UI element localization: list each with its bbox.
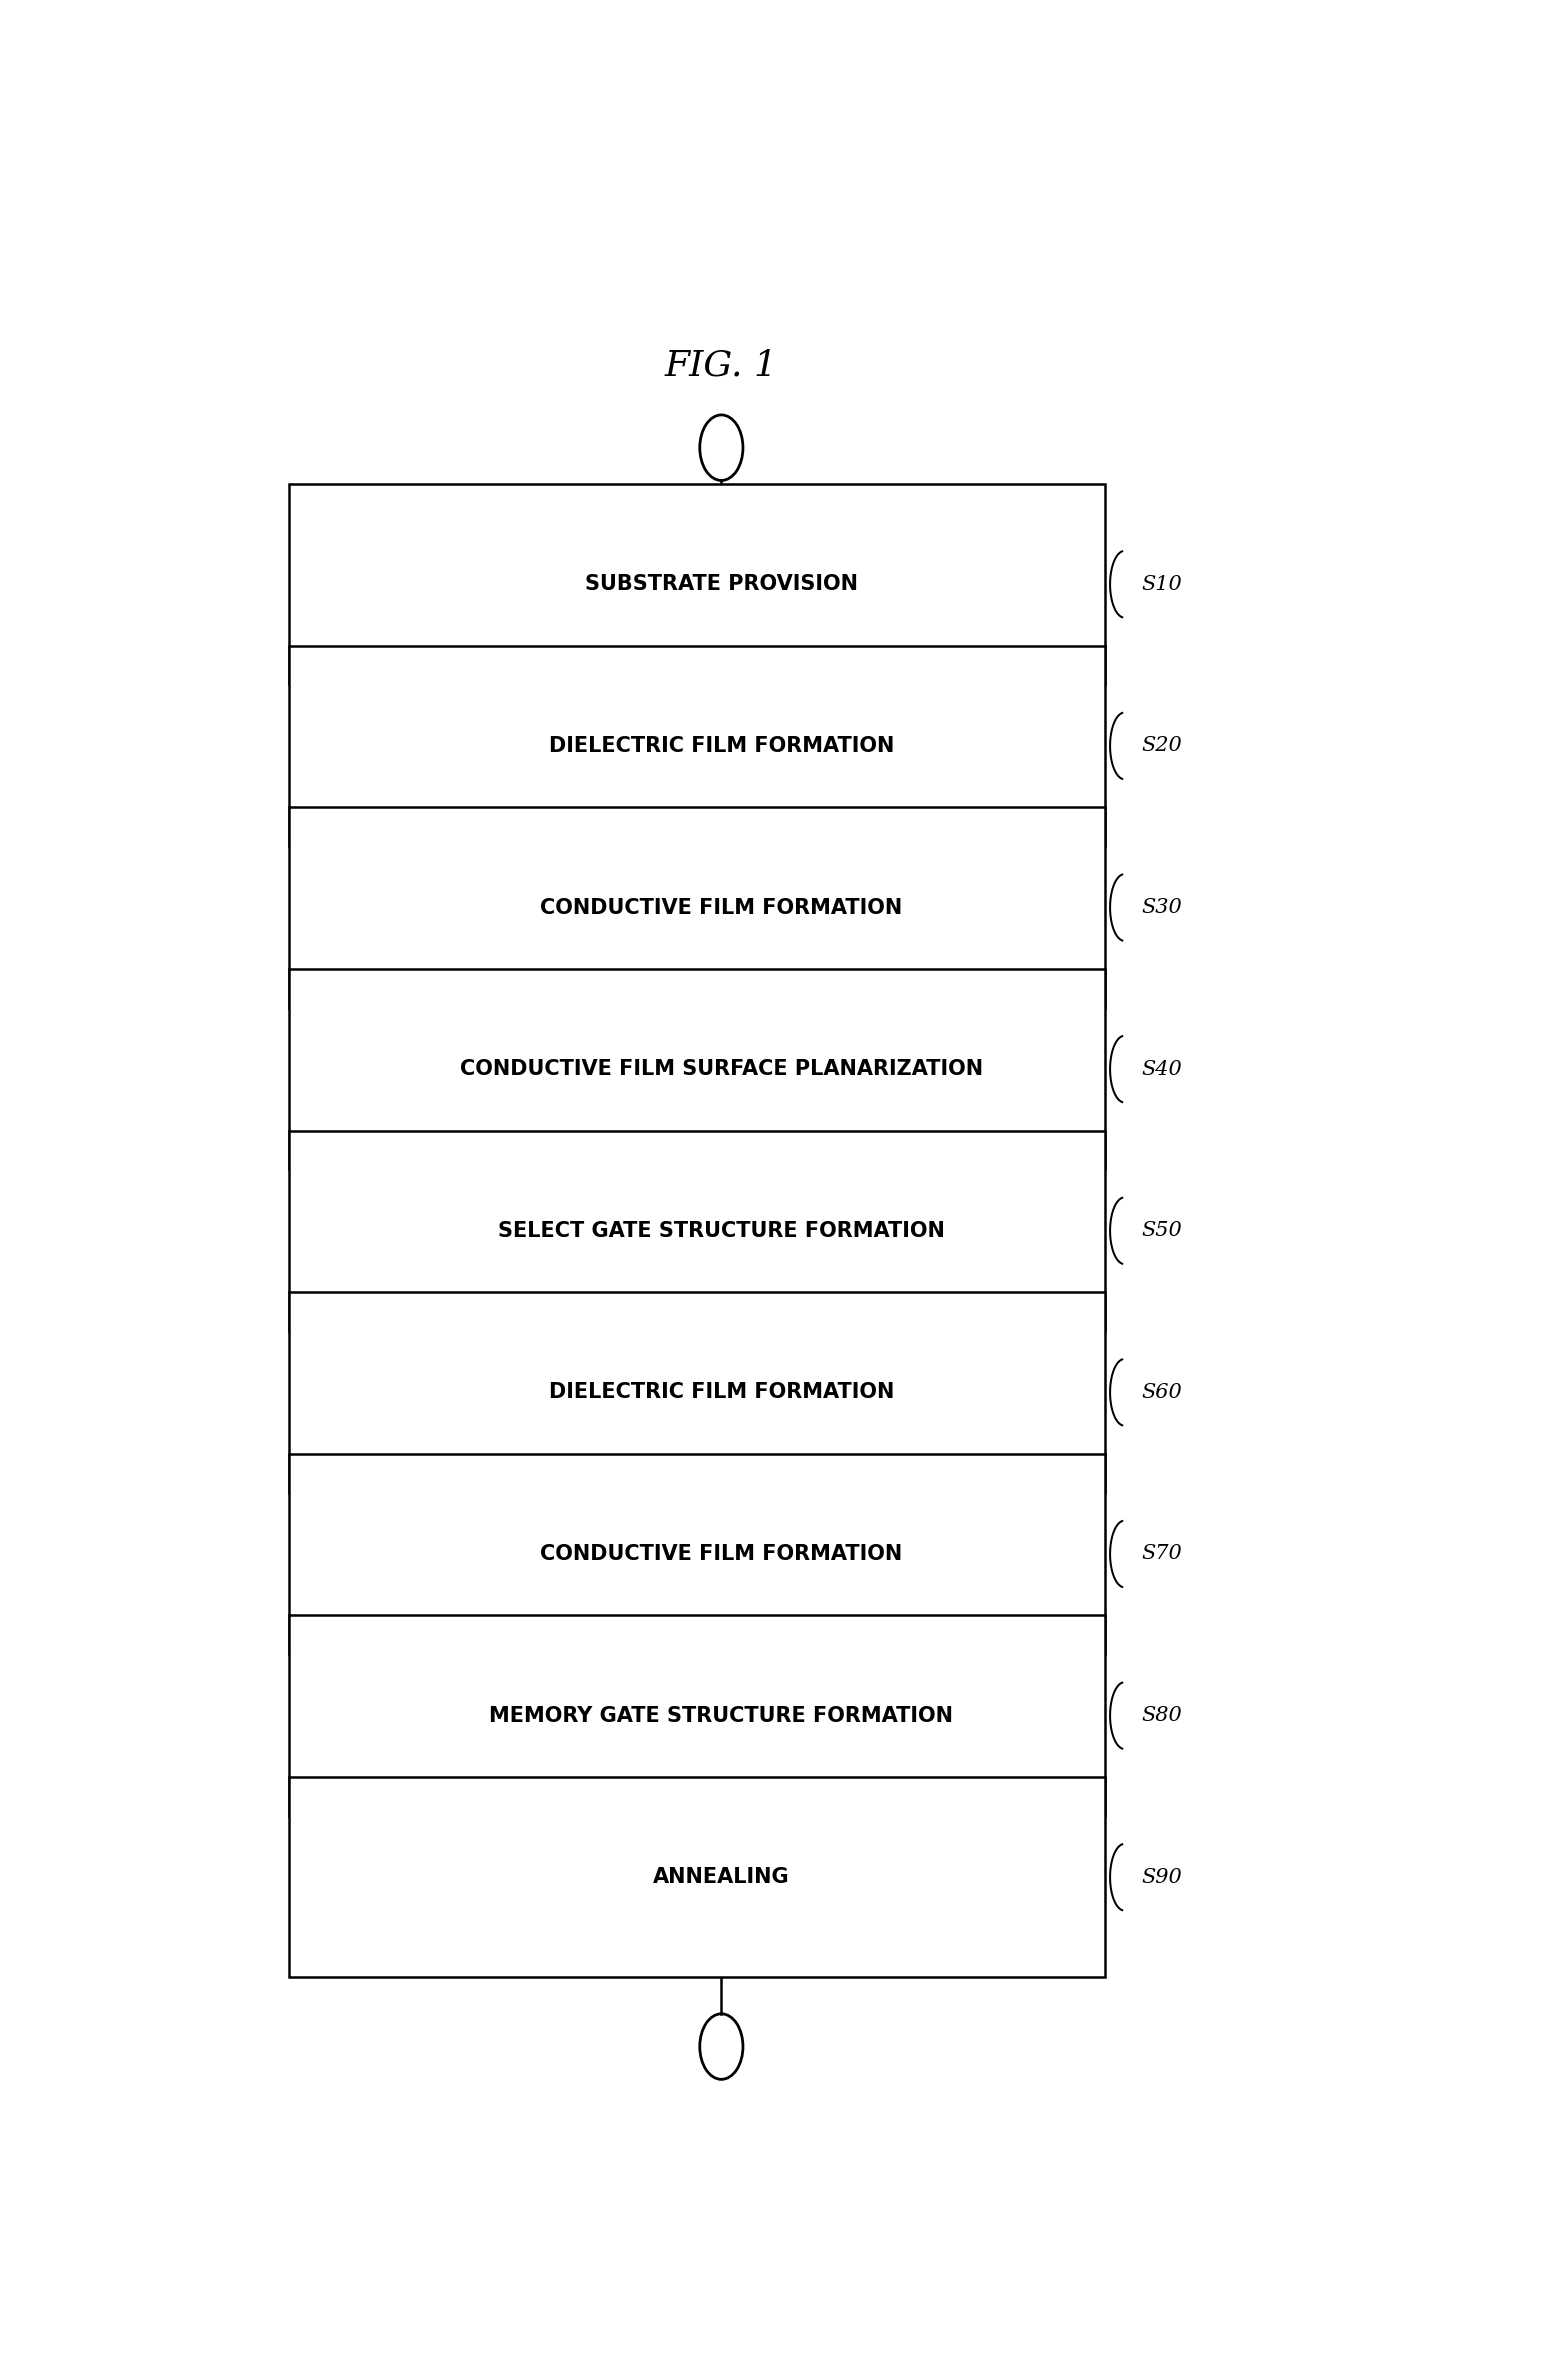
Text: FIG. 1: FIG. 1 bbox=[666, 348, 777, 383]
Text: S60: S60 bbox=[1141, 1384, 1183, 1402]
FancyBboxPatch shape bbox=[289, 806, 1105, 1007]
Text: CONDUCTIVE FILM SURFACE PLANARIZATION: CONDUCTIVE FILM SURFACE PLANARIZATION bbox=[460, 1060, 983, 1078]
Text: S80: S80 bbox=[1141, 1705, 1183, 1724]
Text: CONDUCTIVE FILM FORMATION: CONDUCTIVE FILM FORMATION bbox=[540, 1544, 902, 1563]
FancyBboxPatch shape bbox=[289, 1454, 1105, 1653]
FancyBboxPatch shape bbox=[289, 1291, 1105, 1492]
Text: CONDUCTIVE FILM FORMATION: CONDUCTIVE FILM FORMATION bbox=[540, 896, 902, 918]
FancyBboxPatch shape bbox=[289, 485, 1105, 683]
Text: S10: S10 bbox=[1141, 575, 1183, 594]
Text: DIELECTRIC FILM FORMATION: DIELECTRIC FILM FORMATION bbox=[548, 736, 895, 757]
Text: ANNEALING: ANNEALING bbox=[653, 1868, 789, 1887]
Text: S50: S50 bbox=[1141, 1220, 1183, 1239]
Text: S70: S70 bbox=[1141, 1544, 1183, 1563]
FancyBboxPatch shape bbox=[289, 1130, 1105, 1331]
Text: S20: S20 bbox=[1141, 736, 1183, 754]
Text: DIELECTRIC FILM FORMATION: DIELECTRIC FILM FORMATION bbox=[548, 1384, 895, 1402]
Text: MEMORY GATE STRUCTURE FORMATION: MEMORY GATE STRUCTURE FORMATION bbox=[489, 1705, 954, 1726]
Text: S90: S90 bbox=[1141, 1868, 1183, 1887]
Text: SELECT GATE STRUCTURE FORMATION: SELECT GATE STRUCTURE FORMATION bbox=[498, 1220, 944, 1242]
FancyBboxPatch shape bbox=[289, 970, 1105, 1168]
Text: S30: S30 bbox=[1141, 899, 1183, 918]
Text: S40: S40 bbox=[1141, 1060, 1183, 1078]
Text: SUBSTRATE PROVISION: SUBSTRATE PROVISION bbox=[585, 575, 858, 594]
FancyBboxPatch shape bbox=[289, 1776, 1105, 1977]
FancyBboxPatch shape bbox=[289, 1615, 1105, 1816]
FancyBboxPatch shape bbox=[289, 646, 1105, 847]
